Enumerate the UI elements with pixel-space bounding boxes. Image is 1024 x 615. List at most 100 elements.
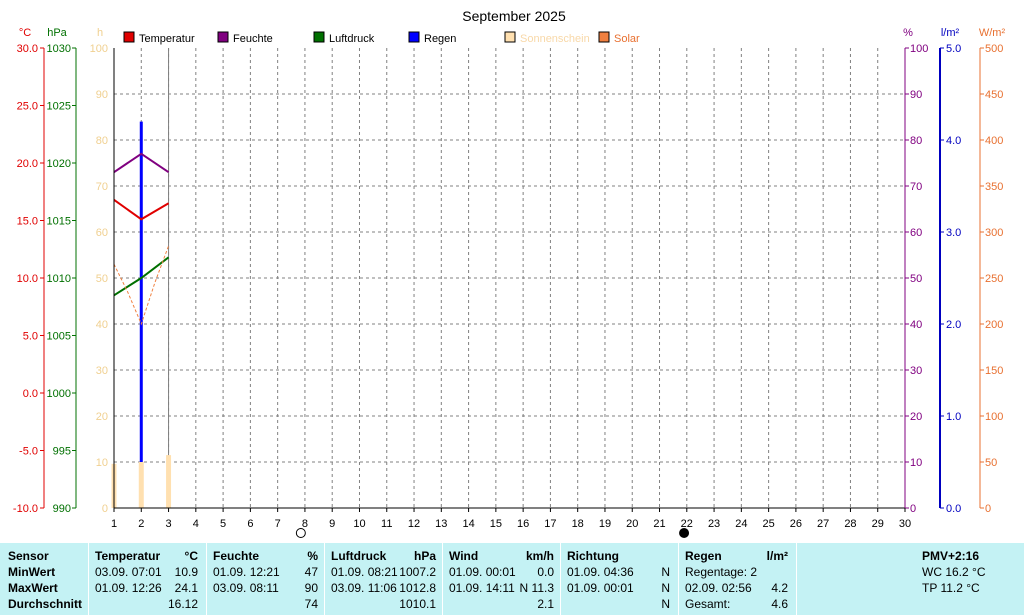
chart-title: September 2025 xyxy=(462,8,566,24)
x-tick-8: 9 xyxy=(329,518,335,530)
humidity-max-time: 03.09. 08:11 xyxy=(213,581,279,595)
temperature-max-time: 01.09. 12:26 xyxy=(95,581,162,595)
wind-header: Wind xyxy=(449,549,479,563)
direction-min-value: N xyxy=(661,565,670,579)
legend-swatch-0 xyxy=(123,31,135,43)
legend-swatch-3 xyxy=(408,31,420,43)
temperature-tick-5: 15.0 xyxy=(17,216,38,228)
wind-min-value: 0.0 xyxy=(537,565,554,579)
x-tick-18: 19 xyxy=(599,518,611,530)
pressure-min-time: 01.09. 08:21 xyxy=(331,565,398,579)
sunshine-tick-5: 50 xyxy=(96,273,108,285)
pressure-tick-6: 1020 xyxy=(47,158,71,170)
x-tick-25: 26 xyxy=(790,518,802,530)
x-tick-19: 20 xyxy=(626,518,638,530)
legend-swatch-5 xyxy=(598,31,610,43)
legend-label-4: Sonnenschein xyxy=(520,33,590,45)
humidity-header: Feuchte xyxy=(213,549,260,563)
humidity-average: 74 xyxy=(304,597,318,611)
sunshine-tick-6: 60 xyxy=(96,227,108,239)
humidity-tick-7: 70 xyxy=(910,181,922,193)
rain-total-value: 4.6 xyxy=(771,597,788,611)
pressure-tick-7: 1025 xyxy=(47,101,71,113)
sunshine-unit-label: h xyxy=(97,27,103,39)
stats-labels-column: Sensor MinWert MaxWert Durchschnitt xyxy=(0,543,87,615)
x-tick-6: 7 xyxy=(275,518,281,530)
humidity-tick-4: 40 xyxy=(910,319,922,331)
stats-humidity-column: Feuchte% 01.09. 12:21 47 03.09. 08:11 90 7… xyxy=(206,543,324,615)
stats-min-label: MinWert xyxy=(8,565,56,579)
pressure-max-value: 1012.8 xyxy=(399,581,436,595)
temperature-unit: °C xyxy=(184,549,198,563)
bar-sonnenschein-2 xyxy=(166,455,172,508)
pressure-header: Luftdruck xyxy=(331,549,387,563)
sunshine-tick-2: 20 xyxy=(96,411,108,423)
chart-bars xyxy=(111,121,172,508)
sunshine-tick-8: 80 xyxy=(96,135,108,147)
pressure-min-value: 1007.2 xyxy=(399,565,436,579)
pressure-tick-3: 1005 xyxy=(47,331,71,343)
pressure-tick-1: 995 xyxy=(53,446,71,458)
x-tick-4: 5 xyxy=(220,518,226,530)
temperature-tick-3: 5.0 xyxy=(23,331,38,343)
chart-lines xyxy=(113,152,170,326)
sunshine-tick-9: 90 xyxy=(96,89,108,101)
solar-tick-0: 0 xyxy=(985,503,991,515)
temperature-max-value: 24.1 xyxy=(174,581,198,595)
legend-label-5: Solar xyxy=(614,33,640,45)
x-tick-1: 2 xyxy=(138,518,144,530)
direction-header: Richtung xyxy=(567,549,619,563)
x-tick-2: 3 xyxy=(165,518,171,530)
legend-label-0: Temperatur xyxy=(139,33,195,45)
rain-max-value: 4.2 xyxy=(771,581,788,595)
humidity-tick-2: 20 xyxy=(910,411,922,423)
humidity-tick-1: 10 xyxy=(910,457,922,469)
wind-max-value: N 11.3 xyxy=(519,581,554,595)
x-tick-29: 30 xyxy=(899,518,911,530)
x-tick-22: 23 xyxy=(708,518,720,530)
x-tick-24: 25 xyxy=(762,518,774,530)
legend-swatch-1 xyxy=(217,31,229,43)
stats-direction-column: Richtung 01.09. 04:36 N 01.09. 00:01 N N xyxy=(560,543,678,615)
pmv-header: PMV+2:16 xyxy=(922,549,980,563)
chart-legend: Temperatur Feuchte Luftdruck Regen Sonnensch… xyxy=(123,31,640,45)
wind-average: 2.1 xyxy=(537,597,554,611)
x-tick-11: 12 xyxy=(408,518,420,530)
humidity-tick-5: 50 xyxy=(910,273,922,285)
pressure-tick-8: 1030 xyxy=(47,43,71,55)
stats-wind-column: Wind km/h 01.09. 00:01 0.0 01.09. 14:11 N 1… xyxy=(442,543,560,615)
wind-unit: km/h xyxy=(525,549,554,563)
solar-tick-10: 500 xyxy=(985,43,1003,55)
temperature-min-value: 10.9 xyxy=(174,565,198,579)
solar-tick-2: 100 xyxy=(985,411,1003,423)
sunshine-tick-4: 40 xyxy=(96,319,108,331)
humidity-unit: % xyxy=(307,549,318,563)
series-line-solar xyxy=(113,245,170,326)
humidity-tick-8: 80 xyxy=(910,135,922,147)
rain-tick-2: 2.0 xyxy=(946,319,961,331)
rain-tick-0: 0.0 xyxy=(946,503,961,515)
direction-min-time: 01.09. 04:36 xyxy=(567,565,634,579)
temperature-tick-7: 25.0 xyxy=(17,101,38,113)
series-line-luftdruck xyxy=(113,256,170,297)
full-moon-icon xyxy=(295,528,306,538)
humidity-min-time: 01.09. 12:21 xyxy=(213,565,280,579)
x-tick-16: 17 xyxy=(544,518,556,530)
temperature-tick-1: -5.0 xyxy=(19,446,38,458)
statistics-panel: Sensor MinWert MaxWert Durchschnitt Temp… xyxy=(0,543,1024,615)
x-tick-15: 16 xyxy=(517,518,529,530)
x-tick-20: 21 xyxy=(653,518,665,530)
humidity-tick-6: 60 xyxy=(910,227,922,239)
x-tick-0: 1 xyxy=(111,518,117,530)
legend-swatch-2 xyxy=(313,31,325,43)
moon-phases xyxy=(295,528,690,538)
solar-tick-1: 50 xyxy=(985,457,997,469)
wind-min-time: 01.09. 00:01 xyxy=(449,565,516,579)
solar-tick-8: 400 xyxy=(985,135,1003,147)
rain-total-label: Gesamt: xyxy=(685,597,731,611)
humidity-unit-label: % xyxy=(903,27,913,39)
x-tick-12: 13 xyxy=(435,518,447,530)
stats-avg-label: Durchschnitt xyxy=(8,597,83,611)
solar-tick-5: 250 xyxy=(985,273,1003,285)
direction-average: N xyxy=(661,597,670,611)
